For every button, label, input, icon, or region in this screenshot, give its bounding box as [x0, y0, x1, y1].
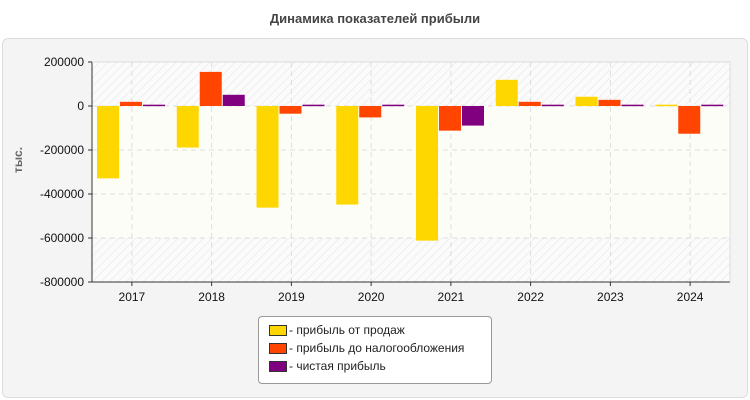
x-tick-label: 2023 — [597, 290, 624, 304]
bar-2021-series-3 — [462, 106, 484, 126]
x-tick-label: 2020 — [358, 290, 385, 304]
bar-2024-series-3 — [701, 104, 724, 107]
x-tick-label: 2017 — [119, 290, 146, 304]
legend-item: - прибыль от продаж — [269, 323, 405, 337]
plot-band — [92, 194, 730, 238]
legend: - прибыль от продаж - прибыль до налогооб… — [258, 316, 492, 384]
bar-2019-series-3 — [302, 104, 325, 107]
bar-2018-series-3 — [222, 94, 245, 106]
legend-item: - чистая прибыль — [269, 359, 386, 373]
bar-2019-series-1 — [256, 106, 279, 208]
x-tick-label: 2019 — [278, 290, 305, 304]
bar-2021-series-1 — [416, 106, 438, 241]
x-tick-label: 2022 — [517, 290, 544, 304]
legend-label: - чистая прибыль — [289, 359, 386, 373]
bar-2024-series-1 — [655, 104, 678, 107]
y-tick-label: -800000 — [40, 275, 84, 289]
chart-title: Динамика показателей прибыли — [269, 11, 481, 26]
bar-2023-series-2 — [598, 99, 621, 106]
x-tick-label: 2021 — [438, 290, 465, 304]
bar-2023-series-1 — [575, 96, 598, 106]
bar-2022-series-2 — [518, 101, 541, 106]
bar-2017-series-3 — [143, 104, 165, 107]
y-tick-label: -600000 — [40, 231, 84, 245]
bar-2020-series-2 — [359, 106, 382, 118]
y-tick-label: -200000 — [40, 143, 84, 157]
y-axis-label: тыс. — [11, 147, 25, 173]
x-tick-label: 2024 — [677, 290, 704, 304]
bar-2020-series-1 — [336, 106, 359, 205]
x-tick-label: 2018 — [198, 290, 225, 304]
legend-label: - прибыль до налогообложения — [289, 341, 465, 355]
legend-swatch — [269, 324, 287, 336]
bar-2018-series-1 — [176, 106, 199, 148]
bar-2022-series-1 — [495, 79, 518, 106]
y-tick-label: 0 — [77, 99, 84, 113]
bar-2018-series-2 — [199, 71, 222, 106]
legend-swatch — [269, 342, 287, 354]
legend-label: - прибыль от продаж — [289, 323, 405, 337]
bar-2022-series-3 — [541, 104, 564, 107]
bar-2024-series-2 — [678, 106, 701, 134]
bar-2019-series-2 — [279, 106, 302, 114]
y-tick-label: -400000 — [40, 187, 84, 201]
legend-swatch — [269, 360, 287, 372]
bar-2017-series-2 — [120, 101, 142, 106]
y-tick-label: 200000 — [44, 55, 84, 69]
bar-2021-series-2 — [439, 106, 461, 131]
bar-2017-series-1 — [97, 106, 119, 179]
bar-2020-series-3 — [382, 104, 405, 107]
legend-item: - прибыль до налогообложения — [269, 341, 464, 355]
bar-2023-series-3 — [621, 104, 644, 107]
